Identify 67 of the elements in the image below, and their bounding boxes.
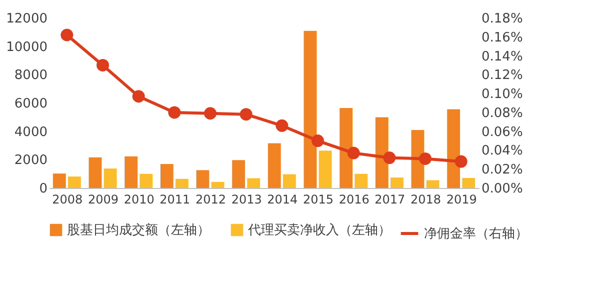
bar [318, 150, 332, 188]
point [347, 146, 360, 160]
y2-tick-label: 0.02% [482, 162, 523, 178]
y2-tick-label: 0.04% [482, 144, 523, 159]
bar [68, 176, 81, 188]
y-tick-label: 2000 [14, 153, 48, 168]
x-tick-label: 2009 [88, 192, 119, 206]
y-tick-label: 4000 [14, 124, 48, 140]
x-tick-label: 2016 [338, 192, 370, 206]
y2-tick-label: 0.00% [482, 182, 523, 196]
bar [140, 174, 153, 188]
point [276, 119, 288, 132]
point [312, 134, 324, 148]
x-tick-label: 2011 [160, 192, 190, 206]
y2-tick-label: 0.06% [482, 124, 523, 140]
x-tick-label: 2014 [267, 192, 298, 206]
point [132, 90, 145, 103]
point [96, 58, 109, 72]
x-tick-label: 2008 [52, 192, 83, 206]
bar [282, 174, 296, 188]
bar [426, 180, 440, 188]
y-tick-label: 0 [39, 182, 48, 196]
y-tick-label: 12000 [6, 12, 48, 26]
point [60, 28, 74, 42]
y2-tick-label: 0.10% [482, 87, 523, 102]
bar [340, 108, 353, 188]
bar [268, 143, 281, 188]
bar [354, 174, 368, 188]
bar [52, 174, 66, 188]
point [168, 106, 181, 119]
x-tick-label: 2015 [302, 192, 334, 206]
bar [375, 117, 388, 188]
x-tick-label: 2010 [124, 192, 154, 206]
y2-tick-label: 0.08% [482, 106, 523, 121]
bar [462, 178, 476, 188]
y2-tick-label: 0.18% [482, 12, 523, 26]
legend-label: 代理买卖净收入（左轴） [247, 223, 391, 238]
bar [232, 160, 246, 188]
point [240, 108, 252, 121]
x-tick-label: 2017 [374, 192, 406, 206]
x-tick-label: 2012 [195, 192, 226, 206]
bar [124, 156, 138, 188]
bar [160, 164, 174, 188]
y2-tick-label: 0.12% [482, 68, 523, 84]
bar [196, 170, 210, 188]
bar [247, 178, 260, 188]
point [204, 107, 216, 120]
y-tick-label: 10000 [6, 40, 48, 55]
point [419, 152, 432, 165]
bar [211, 182, 224, 188]
y2-tick-label: 0.16% [482, 30, 523, 46]
point [454, 155, 468, 168]
bar [447, 109, 460, 188]
legend-label: 净佣金率（右轴） [424, 226, 528, 242]
point [383, 152, 396, 164]
bar [304, 30, 317, 188]
x-tick-label: 2013 [231, 192, 262, 206]
bar [390, 178, 404, 188]
bar [88, 157, 102, 188]
y-tick-label: 8000 [14, 68, 48, 84]
y-tick-label: 6000 [14, 96, 48, 112]
x-tick-label: 2019 [446, 192, 477, 206]
legend-label: 股基日均成交额（左轴） [67, 222, 210, 238]
x-tick-label: 2018 [410, 192, 442, 206]
bar [104, 168, 117, 188]
bar [175, 178, 188, 188]
y2-tick-label: 0.14% [482, 49, 523, 64]
